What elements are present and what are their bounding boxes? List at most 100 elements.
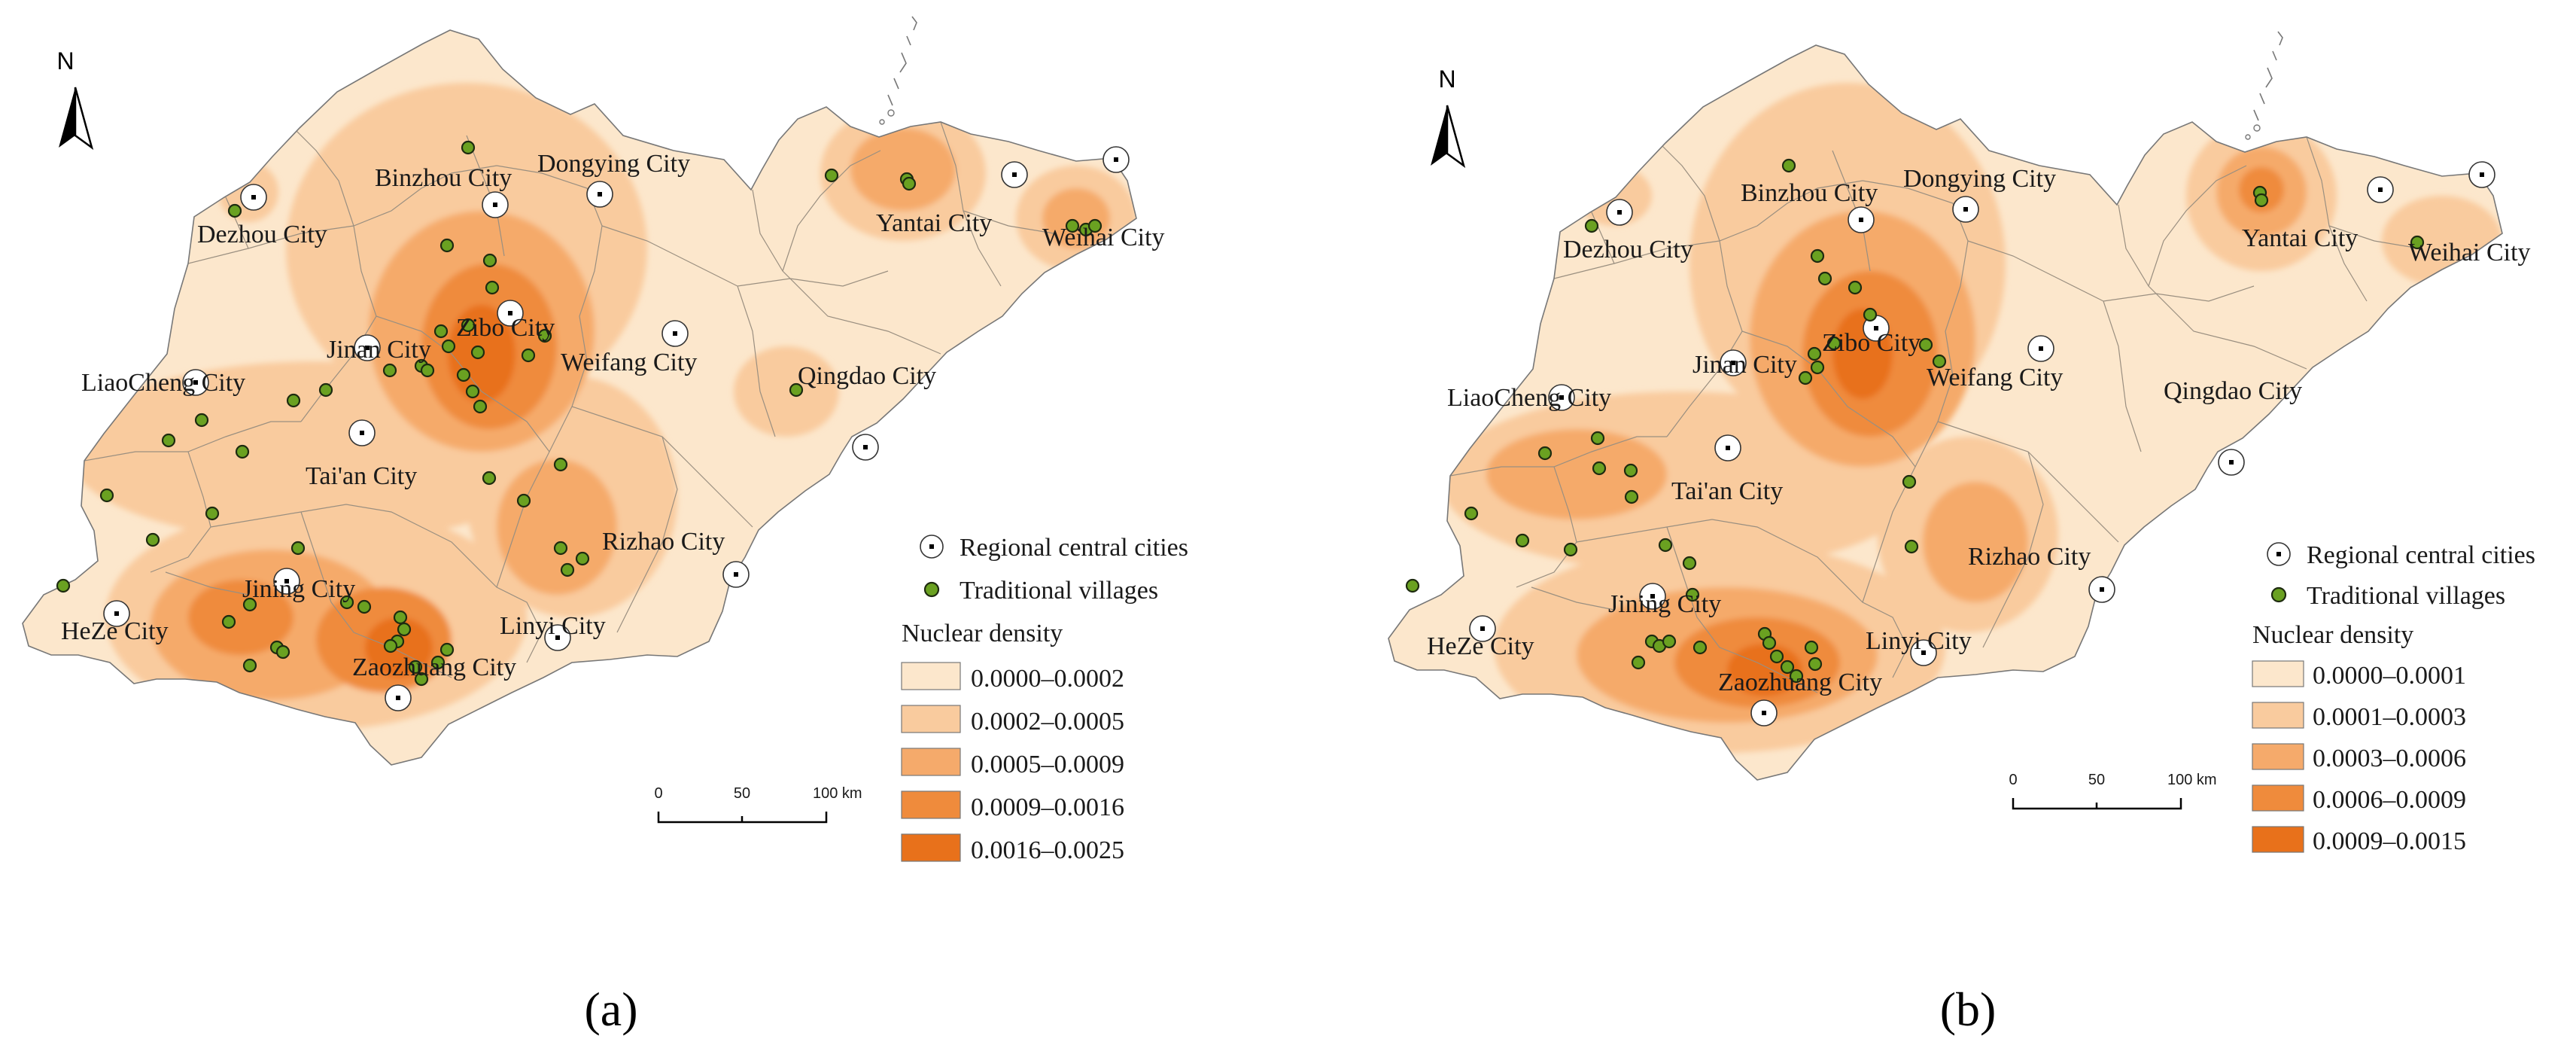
central-city-marker [1952, 196, 1979, 223]
legend-swatch [901, 705, 961, 733]
village-points [1405, 158, 2425, 684]
city-label: Weifang City [561, 349, 697, 376]
legend-central-city-label: Regional central cities [2307, 541, 2535, 569]
city-label: Jining City [242, 575, 355, 603]
city-label: Linyi City [1866, 627, 1972, 655]
admin-boundaries [1449, 135, 2420, 693]
north-arrow-icon [1429, 104, 1465, 167]
village-point [1918, 337, 1933, 352]
village-point [1780, 660, 1795, 675]
village-point [221, 614, 236, 629]
village-point [1781, 158, 1796, 173]
legend-class-label: 0.0000–0.0002 [971, 665, 1124, 693]
village-point [1848, 280, 1863, 295]
city-label: LiaoCheng City [1447, 384, 1611, 412]
city-label: Rizhao City [602, 528, 725, 556]
village-point [318, 382, 333, 398]
village-point [99, 488, 114, 503]
village-point [1658, 538, 1673, 553]
village-point [1789, 669, 1804, 684]
legend-class-label: 0.0002–0.0005 [971, 708, 1124, 736]
central-city-marker [482, 191, 509, 218]
village-point [553, 541, 568, 556]
city-label: Yantai City [876, 209, 992, 237]
village-point [1810, 360, 1825, 375]
legend-swatch [901, 790, 961, 819]
village-point [1798, 370, 1813, 385]
village-point [1807, 346, 1822, 361]
city-label: Dezhou City [197, 221, 327, 248]
city-label: Weifang City [1927, 364, 2063, 391]
legend-central-city-icon [2267, 542, 2291, 566]
central-city-marker [497, 300, 524, 327]
legend-class-label: 0.0009–0.0016 [971, 794, 1124, 821]
central-city-marker [2088, 576, 2115, 603]
village-point [383, 638, 398, 653]
village-point [2410, 235, 2425, 250]
city-label: Dongying City [537, 150, 690, 178]
legend-swatch [901, 662, 961, 690]
village-point [1584, 218, 1599, 233]
scale-label: 100 km [2167, 772, 2217, 788]
village-point [439, 642, 455, 657]
city-label: Tai'an City [306, 462, 417, 490]
central-city-marker [661, 320, 689, 347]
density-zone [497, 459, 617, 595]
central-city-marker [1720, 349, 1747, 376]
village-point [290, 541, 306, 556]
legend-class-label: 0.0009–0.0015 [2313, 827, 2466, 855]
north-label: N [1438, 65, 1455, 93]
village-point [286, 393, 301, 408]
village-point [1817, 271, 1832, 286]
panel-label-b: (b) [1940, 982, 1997, 1036]
north-arrow: N [56, 47, 93, 149]
central-city-marker [2027, 335, 2054, 362]
scale-label: 50 [734, 785, 750, 802]
legend-class-label: 0.0006–0.0009 [2313, 786, 2466, 814]
legend-swatch [901, 748, 961, 776]
legend-swatch [2252, 826, 2304, 853]
village-point [470, 345, 485, 360]
central-city-marker [385, 684, 412, 711]
village-point [461, 140, 476, 155]
city-label: HeZe City [61, 617, 169, 645]
city-label: Weihai City [2408, 239, 2531, 267]
legend-swatch [2252, 784, 2304, 812]
village-point [473, 399, 488, 414]
coastal-islands [2245, 31, 2283, 140]
city-label: Dezhou City [1563, 236, 1693, 264]
village-point [485, 280, 500, 295]
admin-boundaries [84, 120, 1054, 678]
village-point [516, 493, 531, 508]
village-point [1662, 634, 1677, 649]
city-label: Jinan City [327, 336, 431, 364]
map-panel-b: Binzhou City Dongying City Dezhou City Y… [1388, 31, 2535, 1036]
density-zone [188, 580, 293, 655]
legend-central-city-label: Regional central cities [960, 534, 1188, 562]
village-point [1904, 539, 1919, 554]
village-point [1590, 431, 1605, 446]
city-label: Tai'an City [1671, 477, 1783, 505]
city-label: Linyi City [500, 612, 606, 640]
village-point [1808, 656, 1823, 672]
density-surface [23, 30, 1136, 765]
central-city-marker [1750, 699, 1778, 727]
legend-village-icon [923, 581, 940, 598]
legend-a: Regional central cities Traditional vill… [901, 534, 1188, 864]
central-city-marker [2367, 176, 2394, 203]
legend-class-label: 0.0001–0.0003 [2313, 703, 2466, 731]
village-point [1863, 307, 1878, 322]
village-point [433, 324, 449, 339]
scale-label: 100 km [813, 785, 862, 802]
village-point [1692, 640, 1708, 655]
city-label: LiaoCheng City [81, 369, 245, 397]
village-point [430, 655, 446, 670]
central-city-marker [852, 434, 879, 461]
village-point [408, 660, 423, 675]
central-city-marker [182, 369, 209, 396]
village-point [461, 318, 476, 333]
village-point [1087, 218, 1102, 233]
village-point [789, 382, 804, 398]
village-points [56, 140, 1102, 687]
